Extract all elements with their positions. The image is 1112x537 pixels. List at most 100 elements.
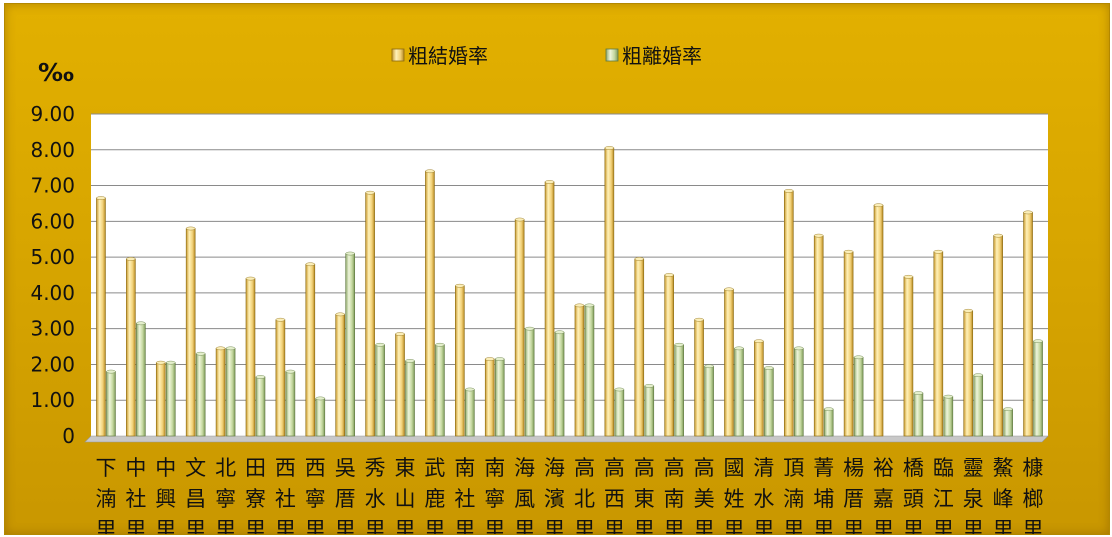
bar-top-divorce — [584, 303, 595, 308]
bar-marriage-rate — [903, 276, 914, 437]
bar-marriage-rate — [514, 219, 525, 437]
bar-top-marriage — [963, 308, 973, 313]
bar-divorce-rate — [793, 348, 804, 437]
x-tick-label: 田寮里 — [245, 456, 266, 534]
x-tick-label: 中社里 — [125, 456, 146, 534]
bar-marriage-rate — [155, 362, 166, 437]
y-tick-label: 1.00 — [30, 388, 75, 412]
x-tick-label: 國姓里 — [723, 456, 744, 534]
bar-top-divorce — [255, 375, 266, 379]
x-tick-label: 頂湳里 — [783, 456, 804, 534]
bar-divorce-rate — [913, 392, 924, 437]
bar-marriage-rate — [395, 333, 405, 437]
bar-marriage-rate — [933, 251, 944, 437]
x-tick-label: 東山里 — [395, 456, 416, 534]
bar-top-divorce — [405, 359, 415, 363]
bar-top-marriage — [1023, 210, 1033, 215]
y-tick-label: 7.00 — [30, 174, 75, 198]
bar-marriage-rate — [664, 274, 674, 437]
x-tick-label: 北寧里 — [215, 456, 236, 534]
x-tick-label: 海濱里 — [544, 456, 565, 534]
bar-top-divorce — [734, 346, 744, 351]
bar-divorce-rate — [465, 389, 475, 437]
bar-top-marriage — [275, 317, 286, 322]
bar-divorce-rate — [584, 305, 595, 437]
bar-marriage-rate — [694, 319, 704, 437]
y-tick-label: 6.00 — [30, 209, 75, 233]
bar-top-divorce — [1033, 339, 1043, 343]
bar-top-divorce — [375, 342, 385, 347]
bar-top-marriage — [574, 303, 585, 308]
bar-chart: ‰ 粗結婚率 粗離婚率 0 1.00 2.00 3.00 4.00 5.00 6.00 7.0… — [30, 44, 1049, 534]
bar-divorce-rate — [405, 360, 415, 437]
x-tick-label: 菁埔里 — [813, 456, 834, 534]
x-tick-label: 清水里 — [753, 456, 774, 534]
bar-top-marriage — [305, 262, 315, 267]
x-tick-label: 吳厝里 — [335, 456, 356, 534]
bar-divorce-rate — [823, 408, 834, 437]
bar-top-divorce — [674, 342, 684, 347]
unit-label: ‰ — [38, 58, 74, 87]
bar-divorce-rate — [106, 371, 116, 437]
bar-marriage-rate — [96, 197, 106, 437]
bar-top-divorce — [704, 364, 714, 369]
bar-marriage-rate — [604, 147, 615, 437]
bar-marriage-rate — [484, 358, 495, 437]
plot-floor — [84, 435, 1049, 443]
x-tick-label: 西寧里 — [305, 456, 326, 534]
bar-marriage-rate — [873, 204, 884, 437]
bar-top-divorce — [943, 394, 954, 399]
bar-top-marriage — [784, 189, 794, 193]
bar-top-divorce — [913, 391, 924, 395]
bar-top-marriage — [843, 249, 854, 254]
bar-top-divorce — [195, 351, 206, 356]
x-tick-label: 槺榔里 — [1023, 456, 1044, 534]
bar-marriage-rate — [993, 235, 1003, 437]
x-tick-label: 高東里 — [634, 456, 655, 534]
bar-divorce-rate — [165, 362, 176, 437]
bar-top-marriage — [903, 274, 914, 279]
bar-marriage-rate — [783, 190, 794, 437]
chart-frame: ‰ 粗結婚率 粗離婚率 0 1.00 2.00 3.00 4.00 5.00 6.00 7.0… — [4, 3, 1110, 535]
bar-top-divorce — [465, 387, 475, 392]
bar-top-divorce — [644, 384, 654, 388]
x-tick-label: 橋頭里 — [903, 456, 924, 534]
y-tick-label: 5.00 — [30, 245, 75, 269]
x-tick-label: 鰲峰里 — [993, 456, 1014, 534]
bar-divorce-rate — [345, 253, 356, 437]
bar-top-marriage — [664, 273, 674, 277]
x-tick-label: 靈泉里 — [963, 456, 984, 534]
bar-marriage-rate — [335, 314, 346, 437]
bar-divorce-rate — [674, 344, 684, 437]
bar-top-marriage — [365, 190, 375, 195]
bar-top-divorce — [225, 346, 236, 351]
x-tick-label: 海風里 — [514, 456, 535, 534]
x-tick-label: 臨江里 — [933, 456, 954, 534]
bar-divorce-rate — [1003, 408, 1013, 437]
bar-top-divorce — [106, 369, 116, 374]
bar-marriage-rate — [754, 340, 764, 437]
bar-marriage-rate — [305, 263, 316, 437]
bar-top-marriage — [215, 346, 226, 351]
bars — [96, 146, 1043, 437]
x-tick-label: 高西里 — [604, 456, 625, 534]
bar-marriage-rate — [724, 289, 734, 437]
x-tick-label: 中興里 — [155, 456, 176, 534]
x-tick-label: 南寧里 — [484, 456, 505, 534]
bar-divorce-rate — [195, 353, 206, 437]
x-tick-label: 文昌里 — [185, 456, 206, 534]
bar-divorce-rate — [943, 396, 954, 437]
bar-top-marriage — [96, 196, 106, 200]
bar-top-divorce — [1003, 407, 1013, 411]
y-axis: 0 1.00 2.00 3.00 4.00 5.00 6.00 7.00 8.00 9.00 — [30, 102, 75, 448]
bar-top-divorce — [495, 357, 505, 361]
bar-marriage-rate — [245, 278, 256, 437]
legend: 粗結婚率 粗離婚率 — [391, 44, 702, 68]
bar-top-marriage — [126, 257, 136, 261]
bar-top-marriage — [245, 276, 256, 281]
x-tick-label: 高北里 — [574, 456, 595, 534]
bar-marriage-rate — [126, 258, 136, 437]
bar-top-divorce — [614, 387, 625, 392]
bar-top-divorce — [285, 369, 296, 374]
bar-top-marriage — [754, 339, 764, 343]
